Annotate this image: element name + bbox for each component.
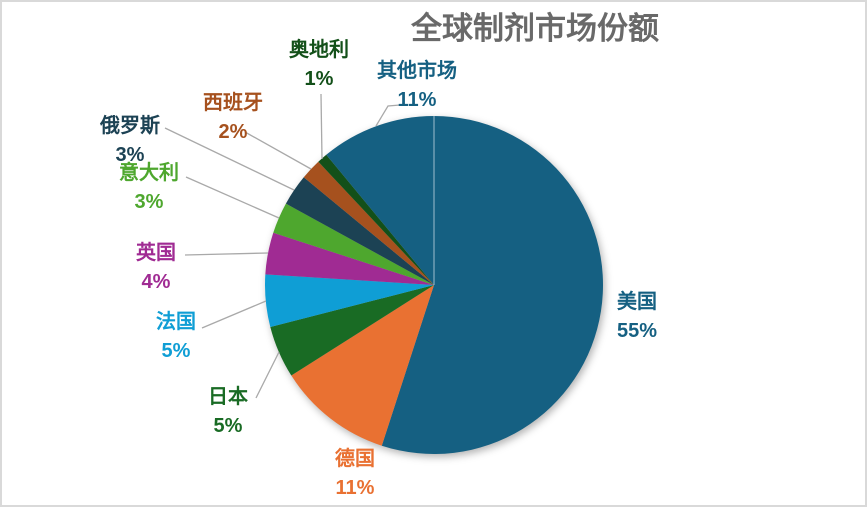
pie-slice-italy: [273, 203, 434, 285]
leader-line-russia: [164, 127, 295, 191]
pie-slice-spain: [303, 161, 434, 285]
leader-line-others: [375, 104, 401, 127]
leader-line-italy: [185, 176, 280, 219]
pie-slice-germany: [291, 285, 434, 446]
pie-slice-usa: [381, 116, 603, 454]
chart-title: 全球制剂市场份额: [411, 11, 659, 46]
leader-line-austria: [320, 93, 323, 160]
pie-slice-japan: [270, 285, 434, 376]
pie-slice-uk: [265, 232, 434, 285]
pie-slice-austria: [318, 154, 434, 285]
leader-line-france: [201, 300, 267, 329]
leader-line-japan: [255, 351, 280, 399]
leader-line-spain: [244, 131, 312, 170]
pie-slice-france: [264, 274, 434, 328]
pie: [264, 116, 603, 454]
pie-slice-others: [326, 116, 434, 285]
leader-line-uk: [184, 252, 269, 256]
pie-slice-russia: [285, 177, 434, 285]
